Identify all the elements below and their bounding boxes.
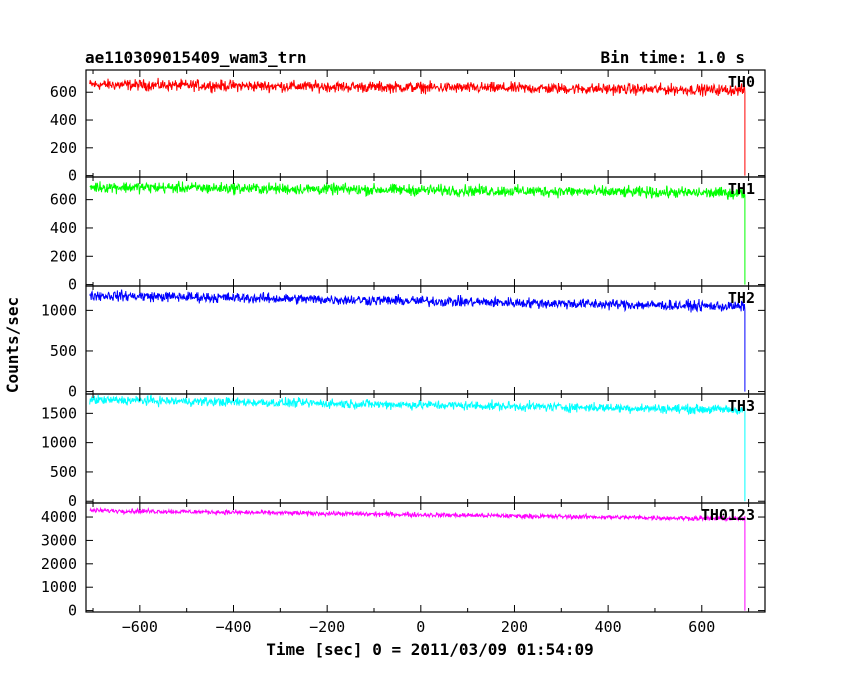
panel-frame-5 [85, 502, 766, 613]
x-tick-label: −400 [215, 618, 251, 636]
y-tick-label: 500 [50, 463, 77, 481]
x-tick-label: 400 [595, 618, 622, 636]
y-tick-label: 400 [50, 219, 77, 237]
y-tick-label: 0 [68, 167, 77, 185]
x-tick-label: 200 [501, 618, 528, 636]
y-axis-label: Counts/sec [3, 297, 22, 393]
panel-group: 0 200 400 600 TH0 0 200 400 600 TH1 0 500 1000 TH2 0 50… [41, 69, 766, 636]
panel-frame-3 [85, 285, 766, 395]
chart-title: ae110309015409_wam3_trn [85, 48, 307, 67]
panel-label: TH0123 [701, 506, 755, 524]
x-tick-label: 0 [416, 618, 425, 636]
y-tick-label: 1000 [41, 301, 77, 319]
y-tick-label: 400 [50, 111, 77, 129]
panel-label: TH0 [728, 73, 755, 91]
panel-label: TH1 [728, 180, 755, 198]
y-tick-label: 1500 [41, 404, 77, 422]
series-line-th1 [89, 180, 746, 285]
x-tick-label: −600 [122, 618, 158, 636]
y-tick-label: 0 [68, 602, 77, 620]
y-tick-label: 0 [68, 383, 77, 401]
y-tick-label: 1000 [41, 434, 77, 452]
bin-time-label: Bin time: 1.0 s [601, 48, 746, 67]
y-tick-label: 600 [50, 191, 77, 209]
y-tick-label: 1000 [41, 578, 77, 596]
x-axis-label: Time [sec] 0 = 2011/03/09 01:54:09 [266, 640, 594, 659]
y-tick-label: 600 [50, 83, 77, 101]
y-tick-label: 0 [68, 276, 77, 294]
x-tick-label: −200 [309, 618, 345, 636]
panel-label: TH3 [728, 397, 755, 415]
y-tick-label: 4000 [41, 508, 77, 526]
panel-label: TH2 [728, 289, 755, 307]
series-line-th0 [89, 77, 746, 176]
y-tick-label: 200 [50, 139, 77, 157]
series-line-th0123 [89, 506, 746, 611]
series-line-th3 [89, 394, 746, 502]
y-tick-label: 3000 [41, 531, 77, 549]
x-tick-label: 600 [688, 618, 715, 636]
series-line-th2 [89, 289, 746, 392]
y-tick-label: 0 [68, 492, 77, 510]
y-tick-label: 2000 [41, 555, 77, 573]
y-tick-label: 500 [50, 342, 77, 360]
y-tick-label: 200 [50, 247, 77, 265]
